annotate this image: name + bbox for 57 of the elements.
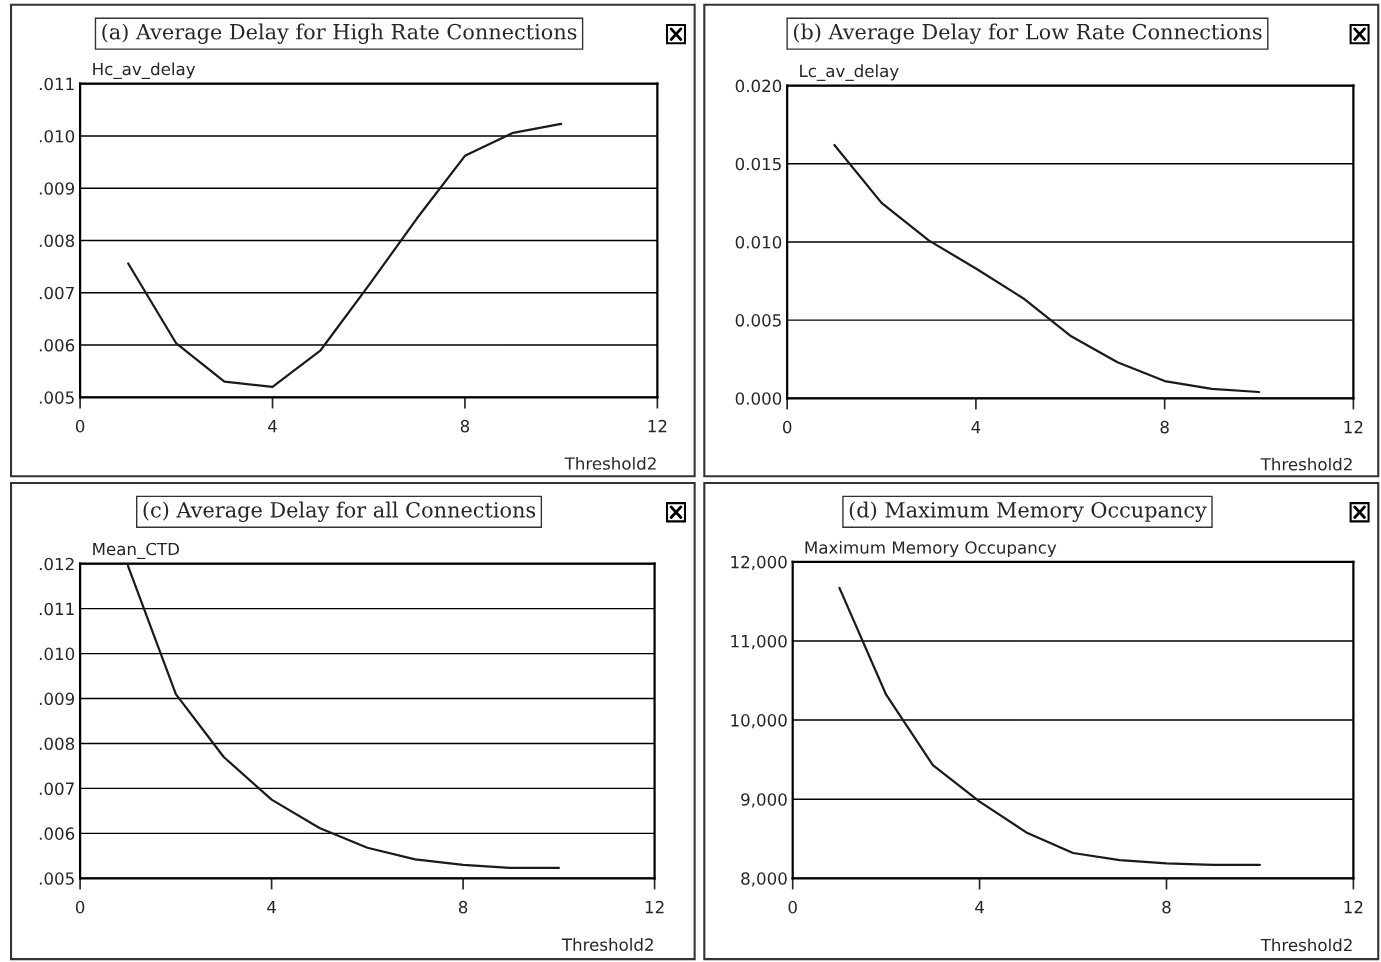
x-tick-label: 0 [782, 420, 792, 434]
y-tick-label: .007 [39, 286, 74, 300]
x-tick-label: 12 [1344, 900, 1363, 914]
x-axis-title: Threshold2 [564, 456, 656, 470]
y-tick-label: 0.010 [735, 235, 782, 249]
line-series [127, 122, 563, 388]
x-tick-label: 4 [268, 420, 277, 433]
x-tick-label: 4 [971, 421, 981, 434]
y-tick-label: 8,000 [741, 872, 787, 887]
y-tick-label: .011 [39, 77, 74, 91]
x-tick-label: 0 [788, 900, 797, 914]
y-tick-label: .008 [39, 737, 75, 751]
y-tick-label: 0.005 [735, 314, 781, 327]
y-tick-label: 0.015 [735, 157, 781, 171]
y-axis-title: Hc_av_delay [93, 62, 196, 79]
x-tick-label: 12 [648, 419, 667, 433]
x-axis-title: Threshold2 [561, 938, 653, 951]
x-tick-label: 12 [645, 900, 664, 914]
x-tick-label: 8 [460, 419, 470, 433]
y-tick-label: 12,000 [731, 555, 787, 571]
y-tick-label: 9,000 [741, 793, 787, 808]
line-series [838, 586, 1262, 866]
y-tick-label: .005 [39, 872, 74, 885]
chart-title: (d) Maximum Memory Occupancy [849, 501, 1207, 523]
y-tick-label: .010 [39, 129, 75, 143]
y-tick-label: .011 [39, 602, 74, 616]
x-tick-label: 4 [975, 901, 984, 914]
y-tick-label: .007 [39, 782, 74, 795]
x-tick-label: 4 [267, 901, 276, 914]
chart-title: (b) Average Delay for Low Rate Connections [793, 23, 1262, 44]
y-axis-title: Lc_av_delay [800, 64, 899, 81]
y-tick-label: .012 [39, 557, 74, 571]
y-tick-label: 0.000 [735, 392, 782, 405]
x-tick-label: 0 [75, 419, 85, 433]
y-tick-label: .009 [39, 182, 75, 195]
x-tick-label: 12 [1344, 420, 1363, 434]
y-tick-label: 11,000 [731, 634, 787, 650]
x-tick-label: 8 [1162, 900, 1171, 914]
y-tick-label: .006 [39, 339, 75, 352]
chart-title: (c) Average Delay for all Connections [143, 501, 536, 523]
y-axis-title: Mean_CTD [93, 542, 179, 560]
y-tick-label: .009 [39, 692, 75, 706]
x-axis-title: Threshold2 [1260, 938, 1352, 952]
x-tick-label: 8 [1160, 420, 1169, 434]
y-tick-label: .010 [39, 647, 75, 661]
y-axis-title: Maximum Memory Occupancy [805, 540, 1057, 558]
y-tick-label: .006 [39, 827, 75, 840]
line-series [833, 143, 1261, 394]
chart-title: (a) Average Delay for High Rate Connections [102, 23, 577, 44]
x-tick-label: 8 [458, 900, 468, 914]
x-tick-label: 0 [75, 900, 85, 914]
y-tick-label: .008 [39, 234, 75, 248]
y-tick-label: 0.020 [735, 79, 782, 93]
line-series [126, 564, 560, 870]
y-tick-label: 10,000 [731, 714, 787, 729]
y-tick-label: .005 [39, 391, 74, 404]
x-axis-title: Threshold2 [1260, 457, 1352, 471]
